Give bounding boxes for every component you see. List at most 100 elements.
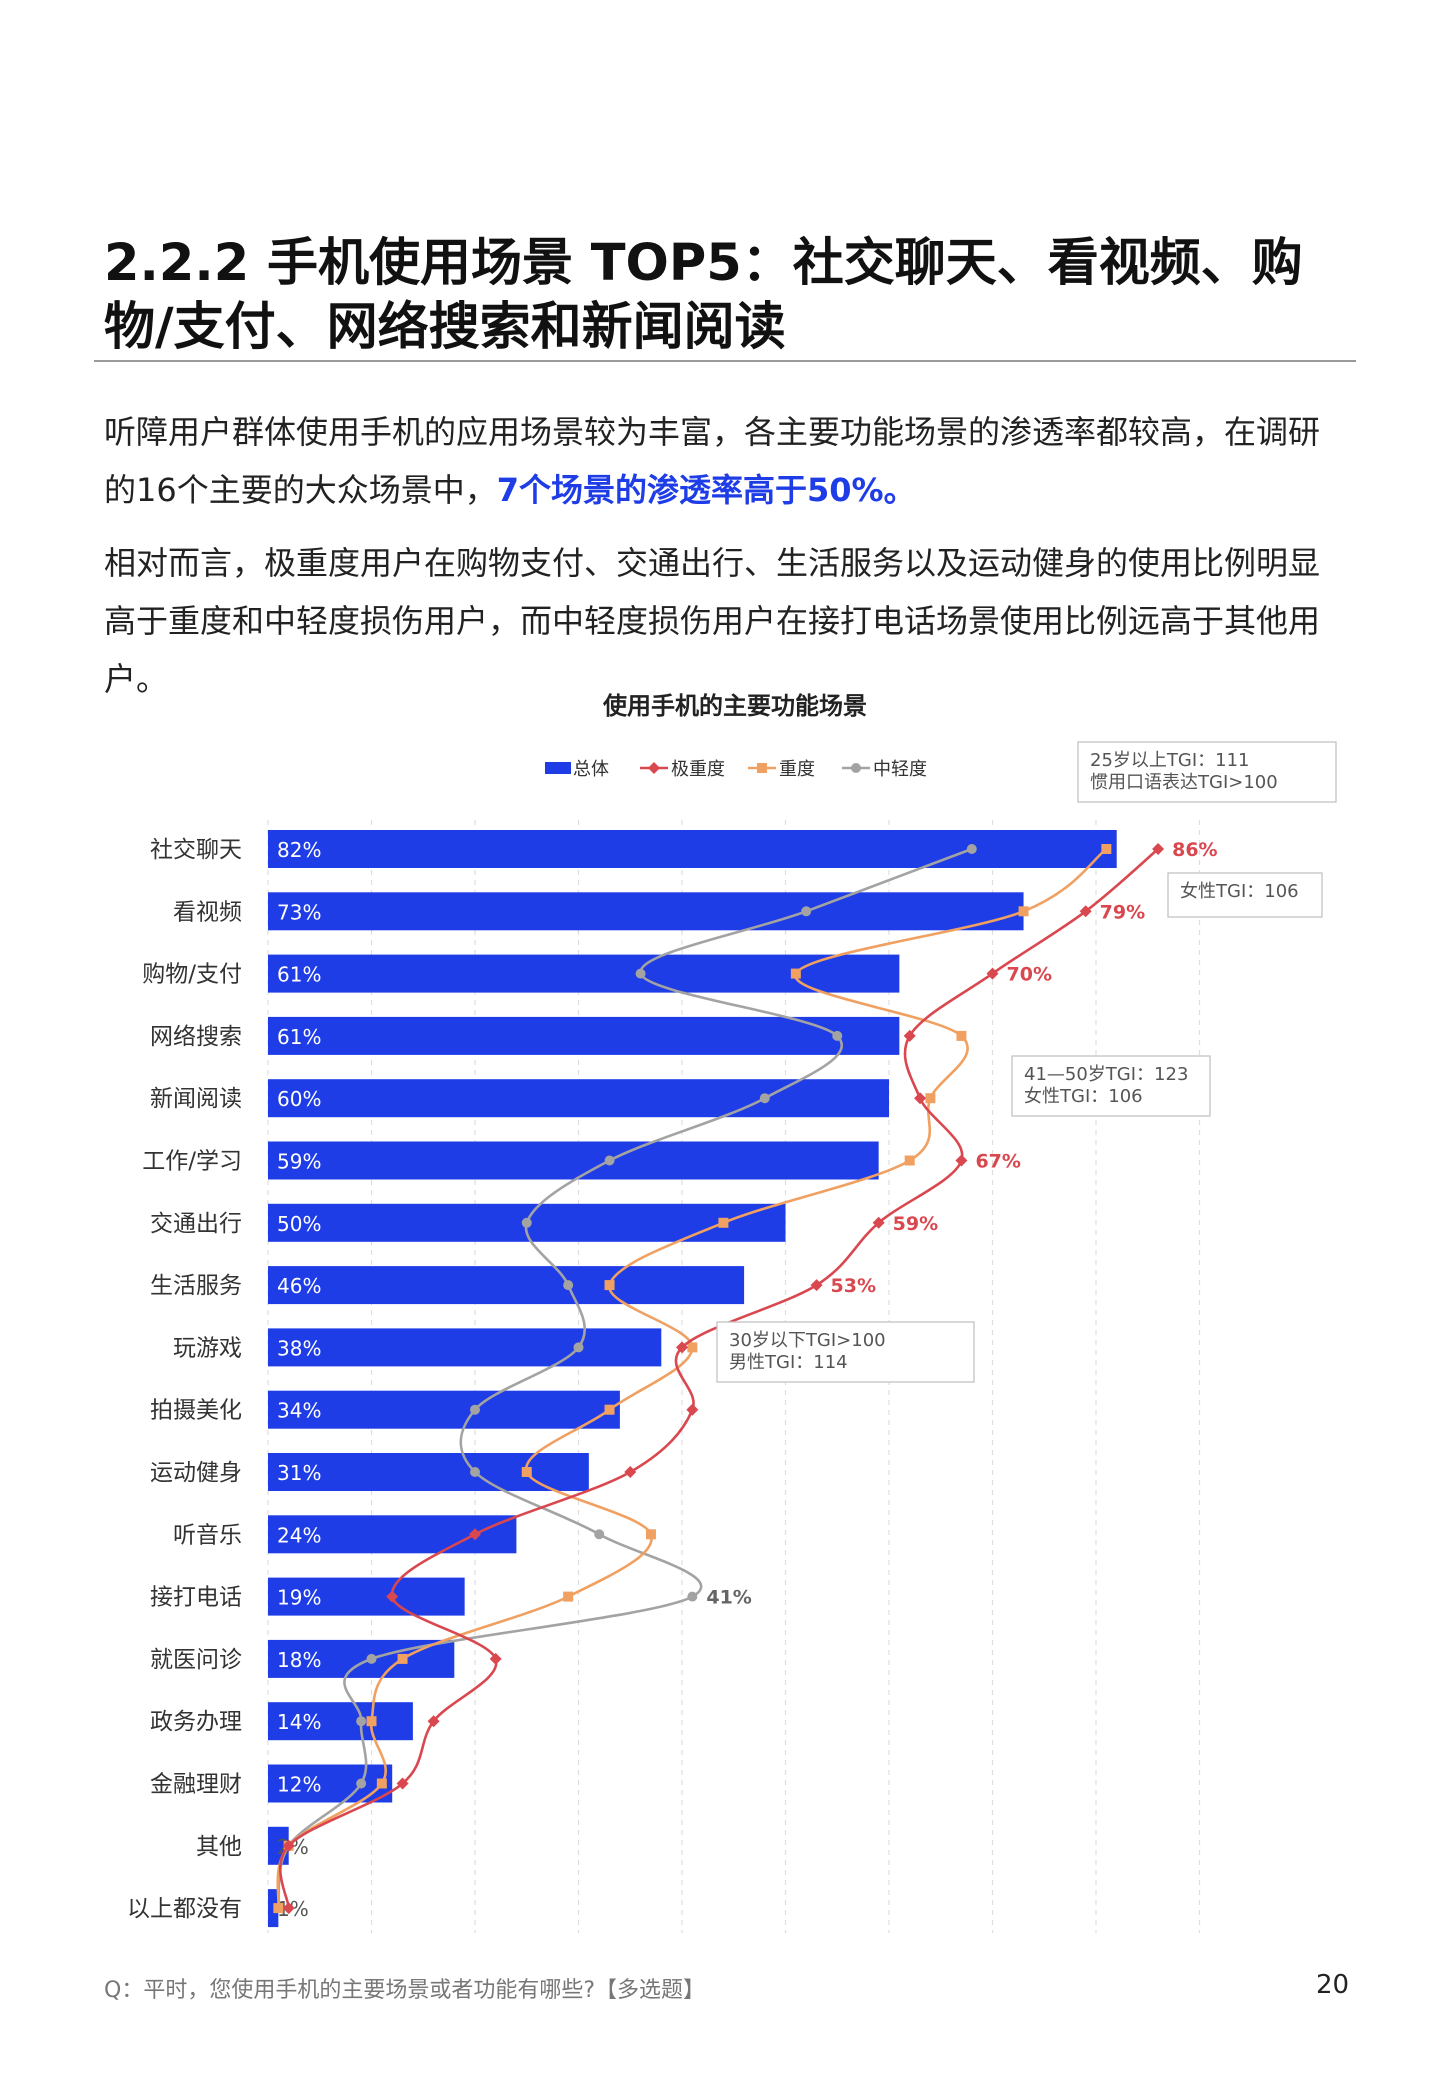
callout-text: 25岁以上TGI：111 — [1090, 750, 1250, 771]
bar-18 — [268, 1889, 279, 1928]
intro-text: 听障用户群体使用手机的应用场景较为丰富，各主要功能场景的渗透率都较高，在调研的1… — [104, 413, 1321, 509]
point-中轻度-14 — [366, 1653, 377, 1664]
callout-box — [1011, 1055, 1211, 1117]
category-label: 政务办理 — [150, 1709, 242, 1735]
bar-13 — [268, 1577, 465, 1616]
line-中轻度 — [277, 847, 973, 1909]
bar-5 — [268, 1079, 889, 1118]
point-中轻度-3 — [635, 968, 646, 979]
point-中轻度-4 — [832, 1030, 843, 1041]
point-极重度-17 — [282, 1839, 295, 1852]
point-重度-10 — [604, 1404, 615, 1415]
point-重度-9 — [687, 1342, 698, 1353]
bar-10 — [268, 1390, 620, 1429]
point-重度-15 — [366, 1716, 377, 1727]
bar-1 — [268, 830, 1117, 868]
title-divider — [94, 360, 1356, 362]
bar-value-label: 61% — [277, 963, 321, 987]
point-中轻度-9 — [573, 1342, 584, 1353]
intro-paragraph: 听障用户群体使用手机的应用场景较为丰富，各主要功能场景的渗透率都较高，在调研的1… — [104, 403, 1344, 519]
point-重度-6 — [904, 1155, 915, 1166]
bar-16 — [268, 1764, 393, 1803]
category-label: 生活服务 — [150, 1273, 242, 1299]
category-label: 交通出行 — [150, 1211, 242, 1237]
intro-highlight: 7个场景的渗透率高于50%。 — [496, 471, 916, 509]
category-label: 金融理财 — [150, 1772, 242, 1798]
point-中轻度-11 — [470, 1467, 480, 1477]
point-极重度-11 — [624, 1466, 637, 1478]
point-label: 53% — [831, 1275, 876, 1297]
page-number: 20 — [1316, 1970, 1350, 2000]
point-中轻度-15 — [356, 1716, 367, 1727]
bar-value-label: 12% — [277, 1773, 321, 1797]
bar-value-label: 60% — [277, 1087, 321, 1111]
category-label: 购物/支付 — [142, 962, 242, 988]
category-label: 接打电话 — [150, 1585, 242, 1611]
callout-text: 女性TGI：106 — [1180, 881, 1299, 902]
legend-label: 中轻度 — [873, 759, 927, 780]
callout-text: 男性TGI：114 — [729, 1352, 848, 1373]
point-label: 67% — [975, 1151, 1020, 1173]
point-极重度-9 — [676, 1341, 688, 1354]
bar-value-label: 31% — [277, 1461, 321, 1485]
bar-value-label: 46% — [277, 1274, 321, 1298]
point-极重度-5 — [914, 1092, 927, 1105]
point-中轻度-6 — [604, 1155, 615, 1166]
point-重度-12 — [645, 1529, 656, 1540]
legend-marker — [851, 763, 861, 773]
legend-swatch-bar — [545, 762, 571, 774]
callout-box — [1077, 741, 1337, 803]
category-label: 就医问诊 — [150, 1647, 242, 1673]
point-重度-8 — [604, 1280, 615, 1291]
callout-box — [716, 1321, 975, 1383]
legend-label: 重度 — [779, 759, 815, 780]
bar-value-label: 61% — [277, 1025, 321, 1049]
point-极重度-6 — [955, 1154, 968, 1167]
chart-title: 使用手机的主要功能场景 — [602, 692, 867, 720]
point-极重度-2 — [1079, 905, 1092, 918]
legend-label: 极重度 — [671, 759, 725, 780]
page-title: 2.2.2 手机使用场景 TOP5：社交聊天、看视频、购物/支付、网络搜索和新闻… — [104, 234, 1303, 357]
bar-4 — [268, 1016, 900, 1055]
bar-value-label: 19% — [277, 1586, 321, 1610]
bar-value-label: 59% — [277, 1150, 321, 1174]
point-中轻度-5 — [759, 1093, 770, 1104]
bar-6 — [268, 1141, 879, 1180]
category-label: 工作/学习 — [142, 1149, 242, 1175]
legend-label: 总体 — [573, 759, 609, 780]
point-极重度-13 — [386, 1590, 399, 1603]
bar-8 — [268, 1266, 745, 1305]
point-重度-18 — [273, 1903, 284, 1914]
bar-value-label: 14% — [277, 1710, 321, 1734]
point-label: 86% — [1172, 839, 1217, 861]
bar-value-label: 38% — [277, 1336, 321, 1360]
point-极重度-10 — [686, 1403, 699, 1416]
bar-9 — [268, 1328, 662, 1367]
category-label: 运动健身 — [150, 1460, 242, 1486]
point-重度-16 — [376, 1778, 387, 1789]
category-label: 听音乐 — [173, 1522, 242, 1548]
category-label: 网络搜索 — [150, 1024, 242, 1050]
point-重度-14 — [397, 1653, 408, 1664]
bar-value-label: 24% — [277, 1523, 321, 1547]
point-label: 41% — [706, 1587, 751, 1609]
point-label: 59% — [893, 1213, 938, 1235]
callout-text: 惯用口语表达TGI>100 — [1090, 772, 1278, 793]
point-极重度-18 — [282, 1902, 295, 1915]
callout-text: 女性TGI：106 — [1024, 1086, 1143, 1107]
category-label: 拍摄美化 — [150, 1398, 242, 1424]
bar-2 — [268, 892, 1024, 931]
callout-text: 41—50岁TGI：123 — [1024, 1064, 1188, 1085]
bar-value-label: 82% — [277, 838, 321, 862]
callout-box — [1167, 872, 1323, 918]
callout-text: 30岁以下TGI>100 — [729, 1330, 886, 1351]
category-label: 社交聊天 — [150, 837, 242, 863]
category-label: 玩游戏 — [173, 1335, 242, 1361]
point-label: 79% — [1100, 901, 1145, 923]
point-极重度-15 — [427, 1715, 440, 1728]
bar-value-label: 34% — [277, 1399, 321, 1423]
point-中轻度-8 — [563, 1280, 574, 1291]
point-极重度-7 — [872, 1216, 885, 1229]
point-极重度-14 — [489, 1652, 502, 1665]
